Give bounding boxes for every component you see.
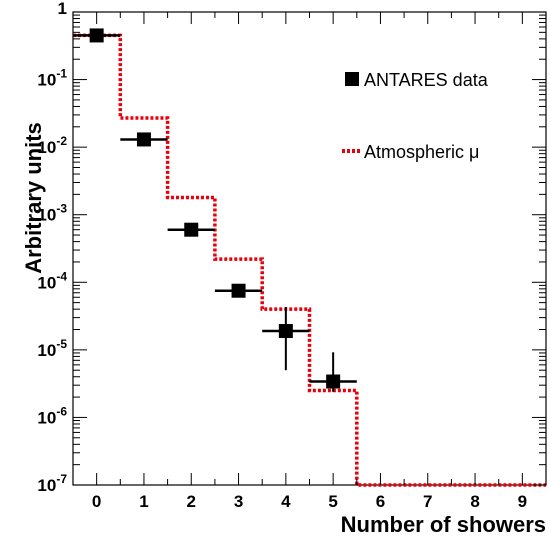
- y-axis-title: Arbitrary units: [21, 122, 46, 274]
- data-point: [278, 324, 293, 339]
- x-tick-label: 1: [139, 492, 148, 511]
- x-tick-label: 3: [234, 492, 243, 511]
- x-axis-title: Number of showers: [341, 512, 546, 537]
- legend-label-mc: Atmospheric μ: [364, 142, 479, 162]
- x-tick-label: 2: [187, 492, 196, 511]
- x-tick-label: 9: [518, 492, 527, 511]
- y-tick-label: 10-2: [37, 134, 67, 157]
- legend: ANTARES data Atmospheric μ: [342, 70, 489, 162]
- y-tick-label: 10-1: [37, 67, 67, 90]
- data-point: [184, 222, 199, 237]
- data-point: [136, 132, 151, 147]
- x-tick-label: 6: [376, 492, 385, 511]
- x-tick-label: 5: [328, 492, 337, 511]
- x-tick-label: 7: [423, 492, 432, 511]
- x-tick-label: 4: [281, 492, 291, 511]
- series-layer: [73, 28, 546, 487]
- legend-marker-data: [345, 72, 359, 86]
- y-tick-label: 10-5: [37, 337, 67, 360]
- y-tick-label: 10-3: [37, 202, 67, 225]
- y-tick-label: 1: [58, 0, 67, 18]
- y-tick-label: 10-7: [37, 472, 67, 495]
- data-point: [326, 374, 341, 389]
- y-tick-label: 10-4: [37, 269, 67, 292]
- mc-step-line: [73, 33, 546, 487]
- legend-label-data: ANTARES data: [364, 70, 489, 90]
- axis-ticks: [72, 11, 547, 486]
- y-tick-label: 10-6: [37, 404, 67, 427]
- data-point: [231, 283, 246, 298]
- x-tick-label: 0: [92, 492, 101, 511]
- tick-labels: 0 1 2 3 4 5 6 7 8 9 10-7 10-6 10-5 10-4 10-3 10-2 10-1 1: [37, 0, 527, 511]
- x-tick-label: 8: [470, 492, 479, 511]
- data-point: [89, 28, 104, 43]
